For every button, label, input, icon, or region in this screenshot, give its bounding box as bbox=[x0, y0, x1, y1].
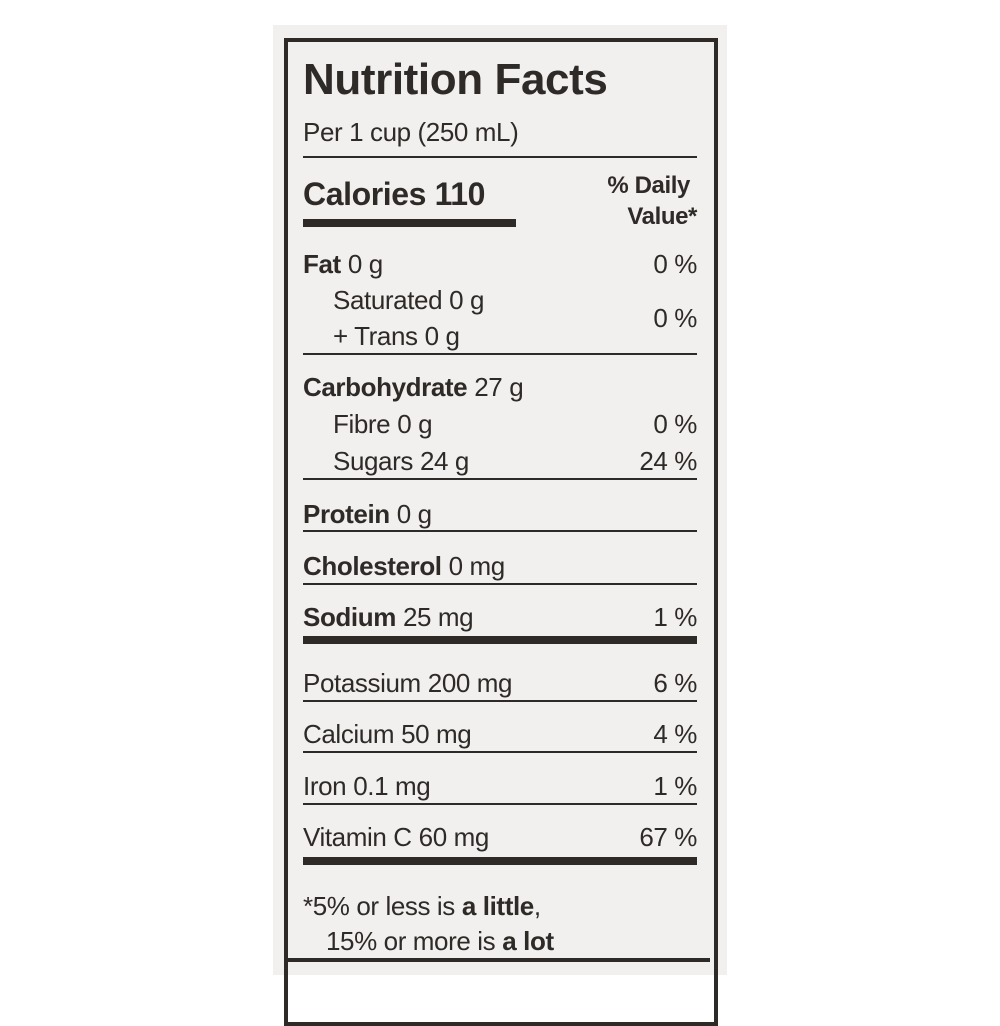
rule bbox=[303, 636, 697, 644]
nutrient-amount: 0 mg bbox=[448, 551, 506, 581]
daily-value: 1 % bbox=[653, 602, 697, 632]
nutrient-amount: 200 mg bbox=[427, 668, 513, 698]
rule bbox=[303, 156, 697, 158]
footnote-emph: a lot bbox=[502, 926, 554, 956]
footnote-text: 15% or more is bbox=[326, 926, 496, 956]
nutrient-name: Sodium bbox=[303, 602, 396, 632]
nutrient-amount: 0 g bbox=[397, 409, 433, 439]
footnote-text: , bbox=[533, 891, 541, 921]
title: Nutrition Facts bbox=[303, 55, 608, 104]
nutrient-name: Calcium bbox=[303, 719, 395, 749]
rule bbox=[303, 700, 697, 702]
nutrient-amount: 0 g bbox=[449, 285, 485, 315]
rule bbox=[303, 803, 697, 805]
nutrient-amount: 0 g bbox=[347, 249, 383, 279]
footnote: *5% or less is a little, bbox=[303, 891, 541, 921]
nutrient-name: Sugars bbox=[333, 446, 413, 476]
footnote-emph: a little bbox=[461, 891, 534, 921]
nutrient-name: Potassium bbox=[303, 668, 421, 698]
daily-value: 0 % bbox=[653, 303, 697, 333]
daily-value: 4 % bbox=[653, 719, 697, 749]
nutrient-amount: 50 mg bbox=[401, 719, 472, 749]
nutrient-amount: 0.1 mg bbox=[353, 771, 431, 801]
nutrient-amount: 27 g bbox=[474, 372, 524, 402]
nutrient-name: Fat bbox=[303, 249, 341, 279]
calories-rule bbox=[303, 219, 516, 227]
nutrient-row: Iron 0.1 mg bbox=[303, 771, 431, 801]
nutrient-name: Cholesterol bbox=[303, 551, 442, 581]
serving: Per 1 cup (250 mL) bbox=[303, 117, 519, 147]
rule bbox=[303, 478, 697, 480]
daily-value: 1 % bbox=[653, 771, 697, 801]
rule bbox=[288, 958, 710, 962]
calories: Calories 110 bbox=[303, 176, 485, 212]
label-panel bbox=[273, 25, 727, 975]
nutrient-name: + Trans bbox=[333, 321, 418, 351]
nutrient-row: Saturated 0 g bbox=[333, 285, 485, 315]
nutrient-row: Vitamin C 60 mg bbox=[303, 822, 489, 852]
rule bbox=[303, 857, 697, 865]
nutrient-row: Carbohydrate 27 g bbox=[303, 372, 524, 402]
nutrient-row: Calcium 50 mg bbox=[303, 719, 472, 749]
nutrient-amount: 0 g bbox=[396, 499, 432, 529]
nutrient-row: Protein 0 g bbox=[303, 499, 432, 529]
nutrient-row: Potassium 200 mg bbox=[303, 668, 513, 698]
rule bbox=[303, 751, 697, 753]
dv-header: Value* bbox=[627, 203, 697, 230]
nutrient-amount: 25 mg bbox=[402, 602, 474, 632]
footnote-text: *5% or less is bbox=[303, 891, 455, 921]
footnote: 15% or more is a lot bbox=[326, 926, 554, 956]
rule bbox=[303, 530, 697, 532]
nutrient-amount: 60 mg bbox=[418, 822, 490, 852]
nutrient-name: Fibre bbox=[333, 409, 391, 439]
dv-header: % Daily bbox=[607, 172, 690, 199]
nutrient-name: Saturated bbox=[333, 285, 443, 315]
daily-value: 0 % bbox=[653, 249, 697, 279]
nutrient-row: Cholesterol 0 mg bbox=[303, 551, 505, 581]
daily-value: 0 % bbox=[653, 409, 697, 439]
nutrient-row: Sodium 25 mg bbox=[303, 602, 474, 632]
daily-value: 67 % bbox=[639, 822, 697, 852]
nutrient-row: + Trans 0 g bbox=[333, 321, 460, 351]
nutrient-name: Carbohydrate bbox=[303, 372, 468, 402]
nutrient-name: Protein bbox=[303, 499, 390, 529]
rule bbox=[303, 583, 697, 585]
daily-value: 6 % bbox=[653, 668, 697, 698]
nutrient-amount: 24 g bbox=[419, 446, 469, 476]
nutrient-row: Fat 0 g bbox=[303, 249, 383, 279]
nutrient-name: Vitamin C bbox=[303, 822, 412, 852]
nutrient-amount: 0 g bbox=[424, 321, 460, 351]
nutrient-name: Iron bbox=[303, 771, 347, 801]
page: Nutrition Facts Per 1 cup (250 mL) Calor… bbox=[273, 25, 727, 1026]
daily-value: 24 % bbox=[639, 446, 697, 476]
rule bbox=[303, 353, 697, 355]
nutrient-row: Fibre 0 g bbox=[333, 409, 433, 439]
nutrient-row: Sugars 24 g bbox=[333, 446, 469, 476]
